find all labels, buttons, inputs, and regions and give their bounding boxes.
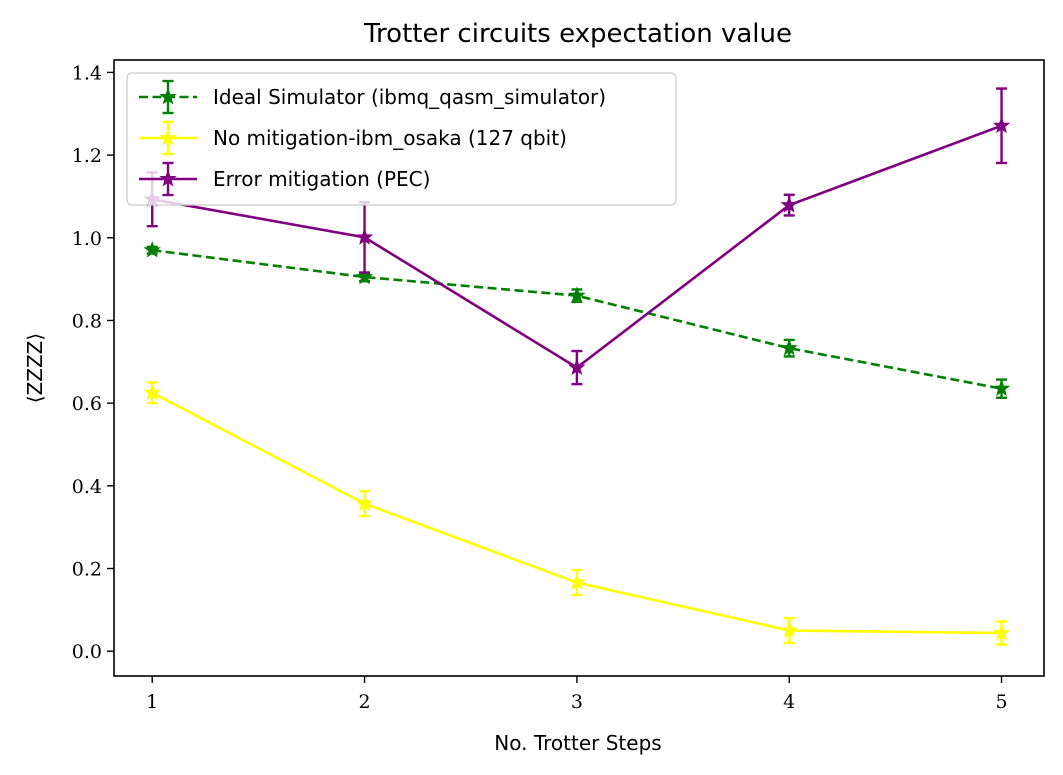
data-point <box>355 267 374 285</box>
legend: Ideal Simulator (ibmq_qasm_simulator) No … <box>126 72 677 206</box>
y-tick-label: 1.2 <box>72 145 102 167</box>
legend-label: Error mitigation (PEC) <box>213 167 430 191</box>
y-tick-label: 0.0 <box>72 641 102 663</box>
y-tick-label: 1.4 <box>72 62 102 84</box>
x-tick-label: 2 <box>359 691 371 713</box>
y-tick-label: 0.8 <box>72 310 102 332</box>
data-point <box>992 116 1011 134</box>
data-point <box>355 228 374 245</box>
data-point <box>143 383 161 401</box>
chart-title: Trotter circuits expectation value <box>363 19 792 49</box>
data-point <box>355 494 374 511</box>
legend-box <box>126 72 677 206</box>
data-point <box>568 358 586 375</box>
x-tick-label: 3 <box>571 691 583 713</box>
series-1 <box>143 241 1011 399</box>
data-point <box>780 621 798 638</box>
x-tick-label: 5 <box>995 691 1007 713</box>
series-2 <box>143 381 1011 646</box>
y-axis-label: ⟨ZZZZ⟩ <box>23 333 47 403</box>
legend-label: Ideal Simulator (ibmq_qasm_simulator) <box>213 85 606 109</box>
axes: 1 2 3 4 5 0.0 0.2 0.4 0.6 0.8 1.0 1.2 1.4 <box>72 62 1008 713</box>
data-point <box>992 623 1011 641</box>
x-tick-label: 4 <box>783 691 795 713</box>
y-tick-label: 1.0 <box>72 228 102 250</box>
legend-marker <box>159 87 177 105</box>
y-tick-label: 0.6 <box>72 393 102 415</box>
legend-marker <box>159 128 177 146</box>
legend-label: No mitigation-ibm_osaka (127 qbit) <box>213 126 567 150</box>
data-point <box>143 241 161 258</box>
legend-marker <box>159 169 177 187</box>
data-point <box>992 379 1011 397</box>
series-line <box>151 391 1002 635</box>
data-point <box>568 573 586 590</box>
y-tick-label: 0.2 <box>72 559 102 581</box>
plot-frame <box>113 59 1045 677</box>
data-point <box>568 286 586 304</box>
data-point <box>780 339 798 356</box>
data-point <box>780 195 798 213</box>
x-axis-label: No. Trotter Steps <box>494 731 661 755</box>
x-tick-label: 1 <box>146 691 158 713</box>
y-tick-label: 0.4 <box>72 476 102 498</box>
